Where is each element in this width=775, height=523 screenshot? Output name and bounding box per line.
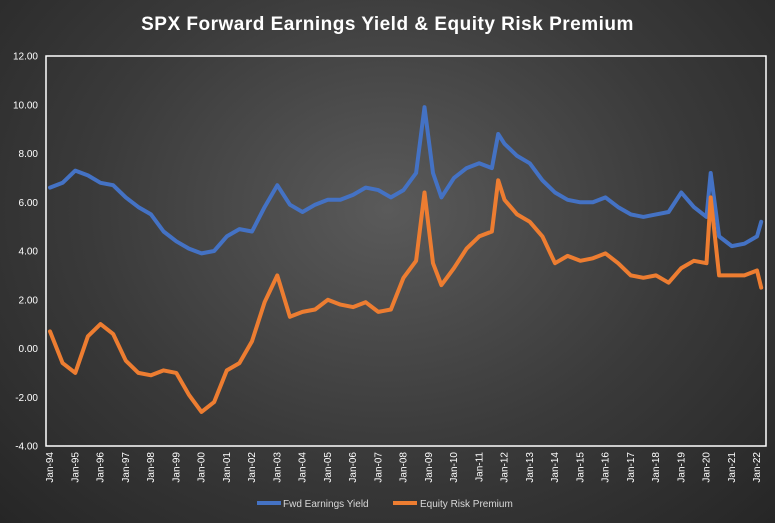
x-tick-label: Jan-04 xyxy=(298,452,309,483)
x-tick-label: Jan-07 xyxy=(373,452,384,483)
x-tick-label: Jan-14 xyxy=(550,452,561,483)
y-axis-ticks: 12.00 10.00 8.00 6.00 4.00 2.00 0.00 -2.00 -4.00 xyxy=(13,52,38,453)
legend: Fwd Earnings Yield Equity Risk Premium xyxy=(257,499,513,510)
x-tick-label: Jan-17 xyxy=(626,452,637,483)
plot-area-border xyxy=(45,55,767,447)
x-tick-label: Jan-99 xyxy=(171,452,182,483)
x-tick-label: Jan-01 xyxy=(222,452,233,483)
x-tick-label: Jan-15 xyxy=(575,452,586,483)
x-tick-label: Jan-95 xyxy=(70,452,81,483)
y-tick-label: -4.00 xyxy=(15,442,38,453)
x-tick-label: Jan-21 xyxy=(727,452,738,483)
x-tick-label: Jan-16 xyxy=(601,452,612,483)
y-tick-label: 6.00 xyxy=(19,198,39,209)
x-tick-label: Jan-05 xyxy=(323,452,334,483)
y-tick-label: -2.00 xyxy=(15,393,38,404)
x-tick-label: Jan-03 xyxy=(272,452,283,483)
x-tick-label: Jan-13 xyxy=(525,452,536,483)
series-line-fwd-earnings-yield xyxy=(48,105,764,256)
legend-label: Equity Risk Premium xyxy=(420,499,513,510)
x-tick-label: Jan-96 xyxy=(96,452,107,483)
x-tick-label: Jan-18 xyxy=(651,452,662,483)
x-tick-label: Jan-97 xyxy=(121,452,132,483)
x-tick-label: Jan-22 xyxy=(752,452,763,483)
x-tick-label: Jan-19 xyxy=(676,452,687,483)
x-tick-label: Jan-12 xyxy=(500,452,511,483)
y-tick-label: 10.00 xyxy=(13,100,38,111)
y-tick-label: 2.00 xyxy=(19,295,39,306)
x-tick-label: Jan-08 xyxy=(399,452,410,483)
x-tick-label: Jan-02 xyxy=(247,452,258,483)
chart-title: SPX Forward Earnings Yield & Equity Risk… xyxy=(141,14,634,35)
x-tick-label: Jan-09 xyxy=(424,452,435,483)
x-tick-label: Jan-00 xyxy=(197,452,208,483)
series-lines xyxy=(48,105,764,414)
x-tick-label: Jan-10 xyxy=(449,452,460,483)
x-axis-ticks: Jan-94 Jan-95 Jan-96 Jan-97 Jan-98 Jan-99 Jan-… xyxy=(45,452,763,483)
y-tick-label: 12.00 xyxy=(13,52,38,63)
y-tick-label: 4.00 xyxy=(19,247,39,258)
x-tick-label: Jan-98 xyxy=(146,452,157,483)
y-tick-label: 0.00 xyxy=(19,344,39,355)
x-tick-label: Jan-94 xyxy=(45,452,56,483)
y-tick-label: 8.00 xyxy=(19,149,39,160)
x-tick-label: Jan-20 xyxy=(702,452,713,483)
series-line-equity-risk-premium xyxy=(48,178,764,414)
legend-label: Fwd Earnings Yield xyxy=(283,499,369,510)
x-tick-label: Jan-06 xyxy=(348,452,359,483)
x-tick-label: Jan-11 xyxy=(474,452,485,482)
